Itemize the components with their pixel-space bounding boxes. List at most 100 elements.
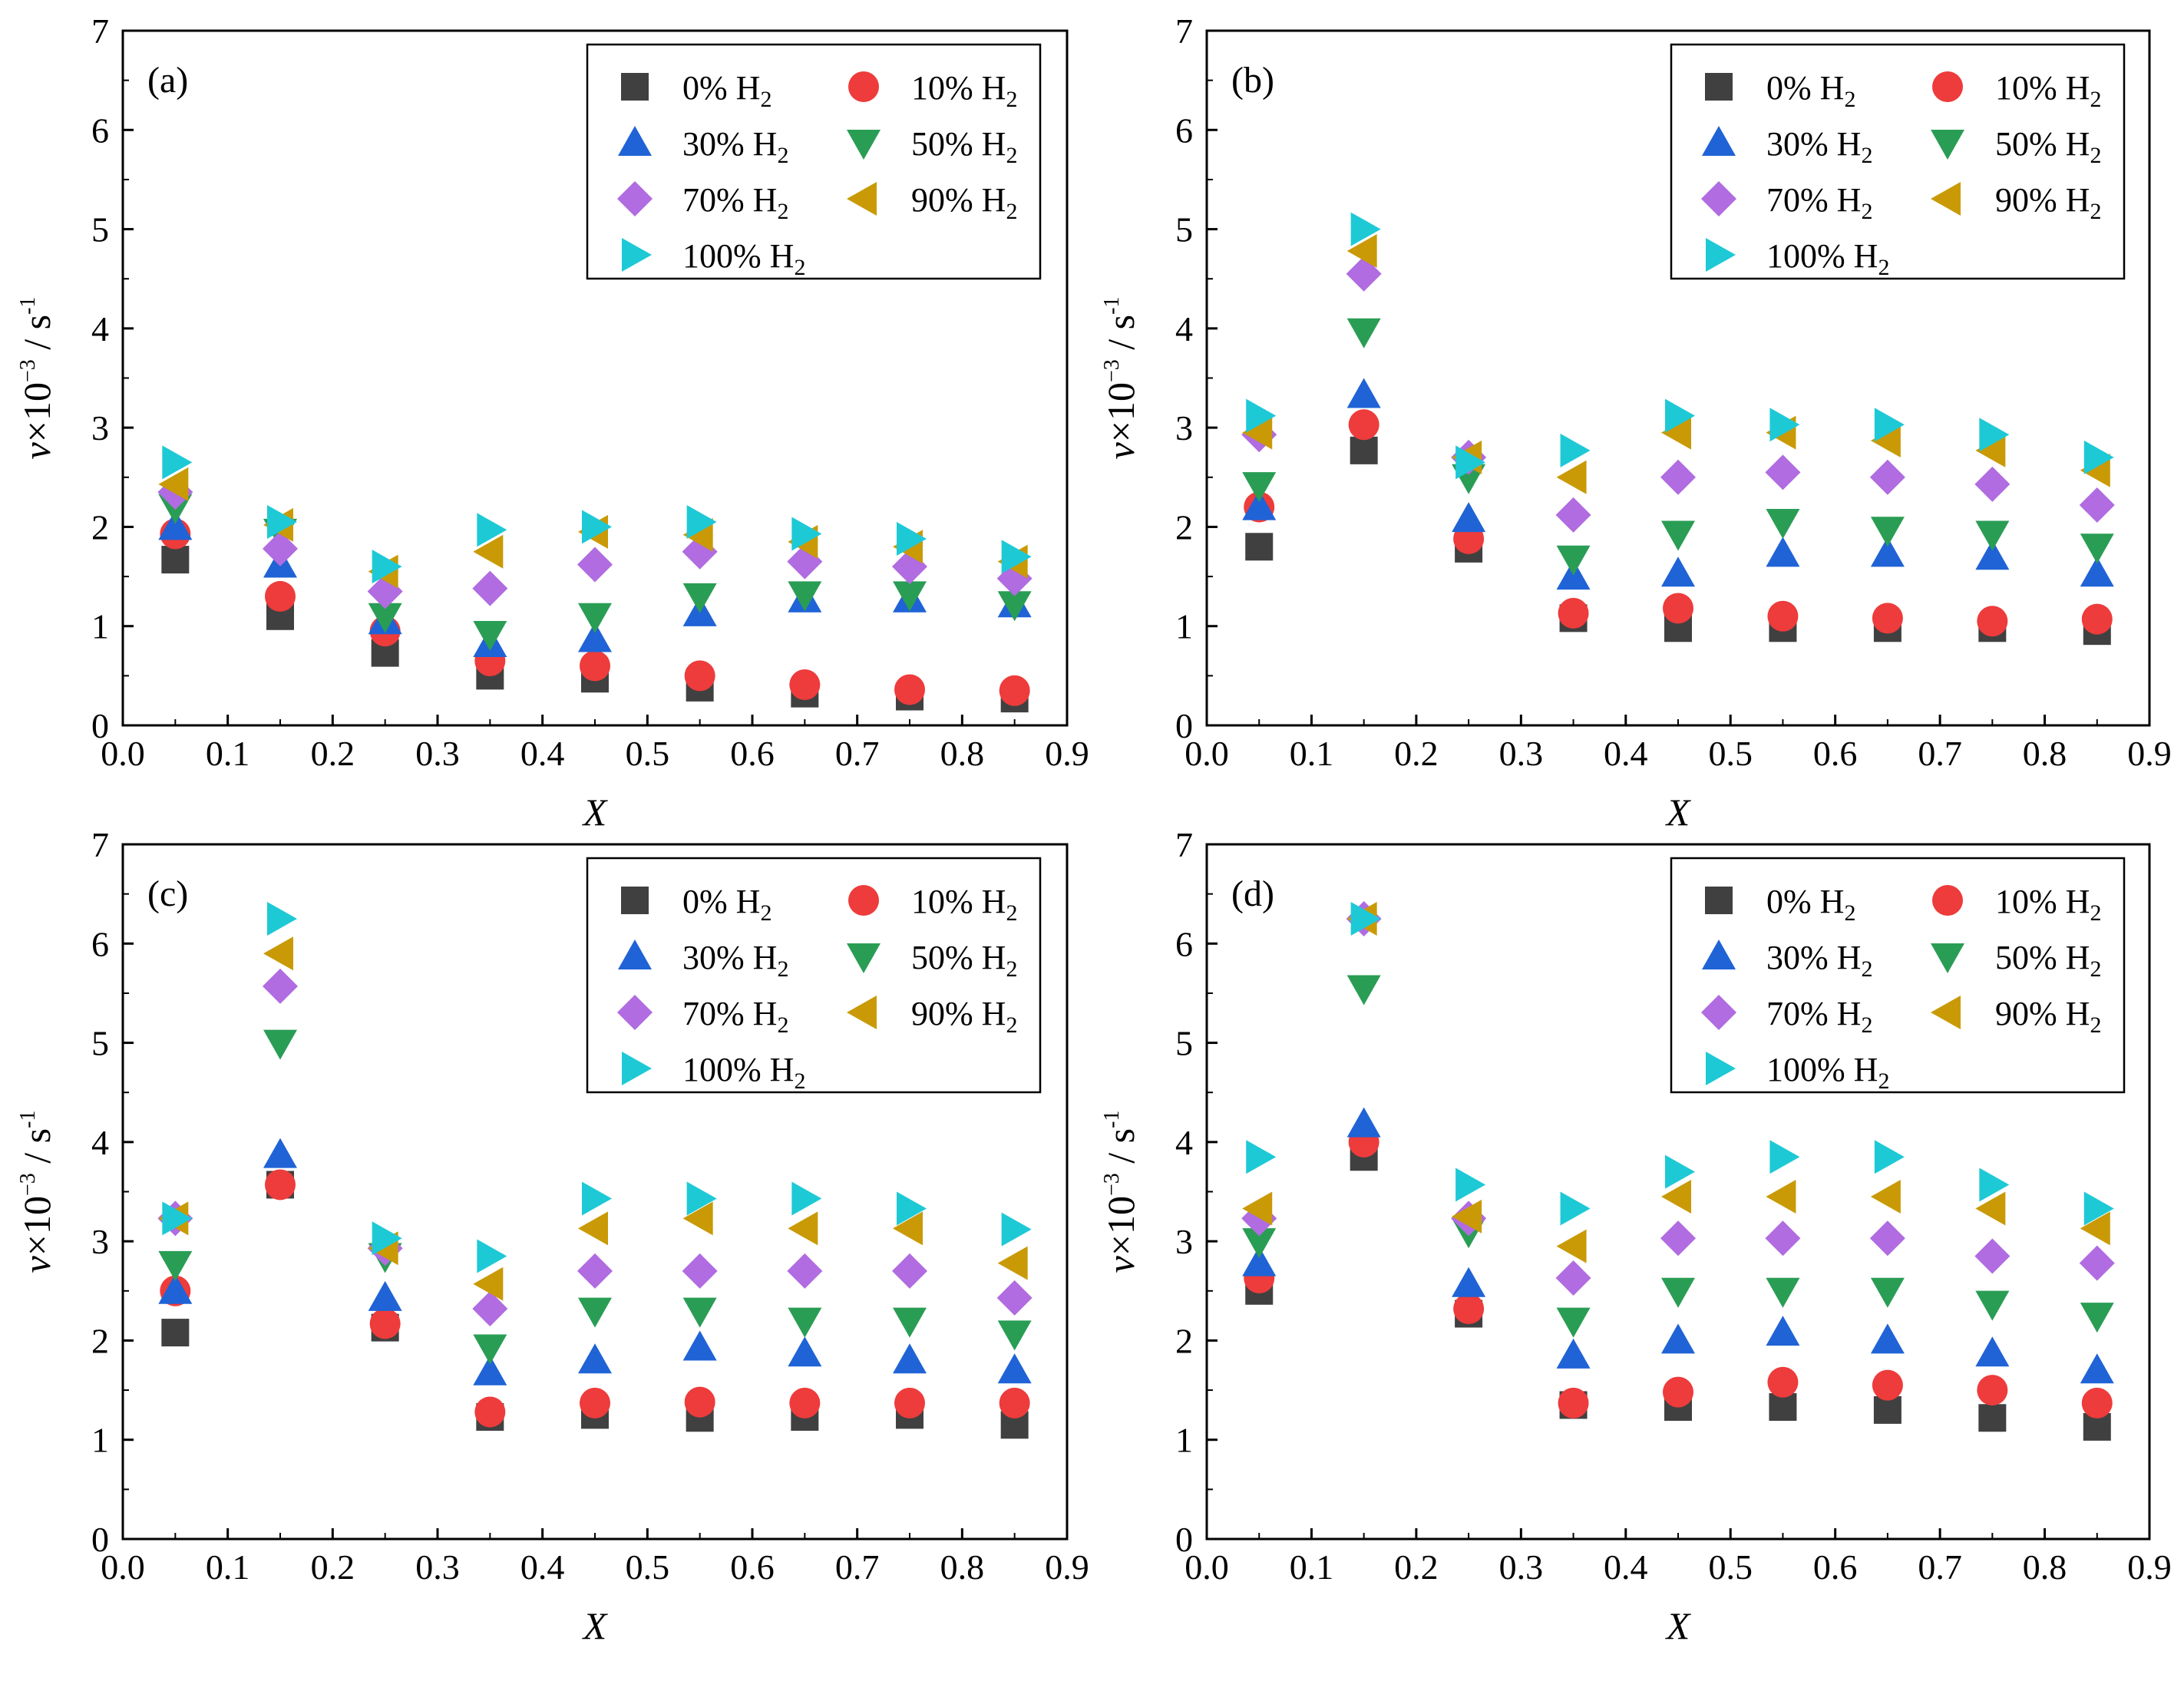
data-point [1242, 1191, 1273, 1226]
data-point [1975, 540, 2010, 570]
x-axis-title: X [582, 1604, 609, 1647]
data-point [1242, 490, 1277, 520]
legend-label: 90% H2 [1995, 995, 2101, 1038]
data-point [1350, 901, 1381, 936]
legend-marker [621, 73, 649, 101]
legend-marker [618, 940, 652, 969]
x-tick-label: 0.7 [1918, 734, 1962, 773]
legend-marker [1931, 943, 1964, 973]
data-point [1870, 423, 1901, 457]
y-tick-label: 5 [1175, 210, 1193, 249]
x-tick-label: 0.1 [206, 1547, 250, 1587]
legend-marker [1705, 887, 1733, 914]
data-point [265, 580, 296, 612]
x-tick-label: 0.9 [1045, 734, 1089, 773]
data-point [1453, 1293, 1485, 1325]
data-point [893, 1343, 927, 1374]
x-tick-label: 0.5 [626, 1547, 670, 1587]
legend-label: 90% H2 [911, 995, 1017, 1038]
data-point [682, 583, 717, 613]
legend-marker [621, 887, 649, 914]
data-point [1560, 433, 1591, 467]
legend-marker [848, 71, 879, 102]
data-point [2083, 440, 2114, 474]
x-axis-title: X [1665, 1604, 1692, 1647]
data-point [368, 603, 402, 633]
legend-marker [1702, 940, 1736, 969]
panel-label: (a) [147, 60, 188, 101]
y-tick-label: 1 [91, 1421, 109, 1460]
data-point [267, 901, 297, 936]
data-point [1869, 1220, 1905, 1257]
y-axis-title: v×10−3 / s-1 [1099, 297, 1142, 460]
x-tick-label: 0.0 [1185, 734, 1229, 773]
data-point [372, 550, 402, 584]
data-point [1661, 556, 1695, 587]
legend-label: 50% H2 [1995, 939, 2101, 982]
data-point [578, 603, 612, 633]
legend-label: 30% H2 [682, 939, 788, 982]
data-point [473, 1334, 507, 1365]
x-tick-label: 0.6 [730, 1547, 775, 1587]
panel-c: 0.0 0.1 0.2 0.3 0.4 0.5 0.6 0.7 0.8 0.9 0 1 2 3 4 5 6 7 Xv… [15, 825, 1089, 1647]
x-tick-label: 0.6 [730, 734, 775, 773]
x-tick-label: 0.4 [1604, 1547, 1648, 1587]
data-point [1767, 1366, 1799, 1398]
legend-label: 50% H2 [1995, 125, 2101, 168]
x-tick-label: 0.4 [520, 1547, 565, 1587]
y-tick-label: 2 [91, 1321, 109, 1360]
data-point [1975, 1191, 2006, 1226]
y-tick-label: 4 [1175, 309, 1193, 348]
data-point [1558, 597, 1589, 629]
y-tick-label: 7 [91, 12, 109, 51]
data-point [263, 936, 293, 971]
data-point [1975, 1290, 2010, 1321]
y-tick-label: 3 [91, 1222, 109, 1261]
data-point [578, 622, 612, 652]
data-point [1870, 1179, 1901, 1214]
x-tick-label: 0.3 [1499, 734, 1544, 773]
data-point [368, 1280, 402, 1311]
data-point [686, 1181, 717, 1216]
data-point [263, 1138, 297, 1168]
legend-label: 70% H2 [682, 181, 788, 224]
data-point [1555, 1260, 1591, 1296]
data-point [2079, 487, 2115, 523]
data-point [1975, 520, 2010, 551]
x-tick-label: 0.0 [1185, 1547, 1229, 1587]
y-tick-label: 4 [91, 1123, 109, 1162]
x-tick-label: 0.2 [1394, 734, 1439, 773]
data-point [1766, 1277, 1800, 1308]
data-point [369, 1308, 401, 1339]
legend: 0% H2 10% H2 30% H2 50% H2 70% H2 90% H2 100% … [586, 857, 1042, 1094]
data-point [1665, 1154, 1695, 1189]
data-point [1663, 1376, 1693, 1408]
x-tick-label: 0.0 [101, 734, 145, 773]
data-point [1245, 533, 1274, 561]
data-point [2080, 1211, 2110, 1246]
legend-marker [1706, 1052, 1736, 1085]
data-point [1870, 1277, 1905, 1308]
legend-label: 10% H2 [911, 883, 1017, 926]
data-point [2081, 1387, 2113, 1418]
data-point [2080, 556, 2114, 587]
data-point [1869, 459, 1905, 495]
data-point [1873, 1395, 1902, 1424]
x-tick-label: 0.8 [940, 1547, 985, 1587]
x-tick-label: 0.7 [1918, 1547, 1962, 1587]
data-point [997, 591, 1032, 622]
legend-label: 100% H2 [682, 1051, 805, 1094]
data-point [1455, 1167, 1486, 1202]
legend-label: 30% H2 [1766, 939, 1872, 982]
panel-a: 0.0 0.1 0.2 0.3 0.4 0.5 0.6 0.7 0.8 0.9 0 1 2 3 4 5 6 7 Xv… [15, 12, 1089, 834]
x-tick-label: 0.2 [311, 1547, 355, 1587]
series-100H2 [1246, 901, 2114, 1226]
data-point [1974, 1238, 2011, 1274]
y-tick-label: 3 [91, 408, 109, 447]
x-tick-label: 0.2 [311, 734, 355, 773]
data-point [1556, 1229, 1587, 1263]
y-tick-label: 1 [1175, 607, 1193, 646]
legend-marker [1701, 181, 1736, 216]
data-point [789, 1387, 821, 1418]
y-tick-label: 0 [91, 1520, 109, 1559]
